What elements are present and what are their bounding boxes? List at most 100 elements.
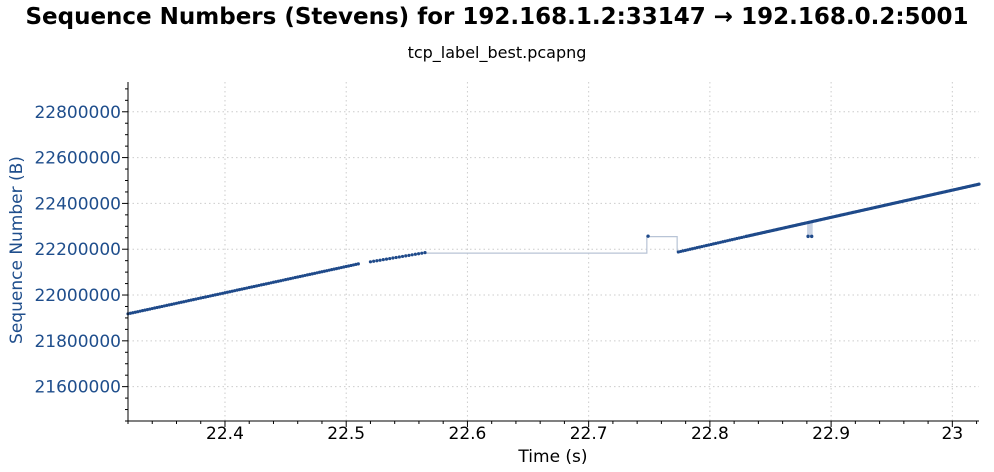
data-point (400, 254, 405, 259)
data-point (388, 256, 392, 261)
data-point (372, 259, 376, 263)
data-point (138, 309, 142, 313)
data-point (330, 268, 334, 272)
data-point (165, 303, 169, 307)
data-point (189, 298, 193, 302)
data-point (172, 302, 176, 306)
y-tick-label: 22600000 (34, 149, 121, 169)
data-point (303, 273, 307, 278)
x-tick-label: 22.6 (449, 424, 487, 444)
data-point (245, 286, 249, 290)
x-tick-label: 22.5 (327, 424, 365, 444)
data-point (404, 254, 408, 258)
data-point (416, 252, 421, 256)
y-tick-label: 22400000 (34, 194, 121, 214)
data-point (237, 288, 242, 292)
data-point (250, 285, 254, 289)
data-point (177, 301, 181, 305)
data-point (344, 264, 348, 269)
data-point (308, 272, 312, 276)
data-point (136, 310, 140, 314)
data-point (320, 270, 324, 274)
data-point (296, 275, 300, 279)
data-point (213, 293, 217, 297)
data-point (271, 280, 276, 284)
data-point (252, 284, 256, 289)
data-point (150, 306, 154, 311)
data-point (375, 259, 379, 263)
data-point (384, 257, 389, 261)
x-tick-label: 23 (942, 424, 964, 444)
data-point (269, 281, 273, 285)
data-point (288, 276, 293, 281)
data-point (317, 270, 322, 274)
y-tick-label: 22200000 (34, 240, 121, 260)
retransmission-marker (807, 222, 813, 237)
data-point (196, 296, 200, 301)
data-point (368, 260, 373, 264)
data-point (423, 251, 427, 255)
data-point (155, 305, 159, 310)
data-point (128, 311, 133, 315)
data-point (203, 295, 208, 299)
data-point (179, 300, 183, 304)
y-tick-label: 21600000 (34, 378, 121, 398)
x-tick-label: 22.7 (570, 424, 608, 444)
data-point (420, 251, 424, 255)
data-point (293, 275, 297, 280)
data-point (806, 234, 810, 239)
data-point (337, 266, 341, 270)
grid (128, 82, 979, 421)
data-point (283, 278, 288, 282)
data-point (356, 262, 360, 266)
x-tick-label: 22.4 (206, 424, 244, 444)
data-point (218, 292, 222, 296)
data-point (391, 256, 395, 260)
data-point (170, 302, 174, 306)
data-point (378, 258, 382, 262)
data-points (126, 182, 981, 316)
x-tick-label: 22.8 (691, 424, 729, 444)
data-point (257, 283, 261, 288)
data-point (143, 308, 147, 312)
data-point (354, 262, 358, 266)
data-point (349, 263, 353, 268)
data-point (327, 268, 331, 272)
data-point (157, 305, 162, 309)
data-point (187, 299, 191, 303)
data-point (281, 278, 285, 282)
x-tick-label: 22.9 (812, 424, 850, 444)
data-point (145, 307, 149, 312)
y-axis-label: Sequence Number (B) (7, 156, 27, 344)
data-point (322, 269, 326, 273)
data-point (298, 274, 302, 279)
data-point (206, 294, 210, 299)
data-point (254, 284, 259, 288)
data-point (810, 234, 814, 239)
data-point (208, 294, 213, 298)
data-point (351, 263, 356, 267)
data-point (286, 277, 290, 281)
data-point (242, 286, 246, 291)
data-point (305, 273, 310, 277)
data-point (397, 255, 401, 259)
data-point (347, 264, 351, 268)
data-point (162, 304, 166, 308)
data-point (131, 311, 135, 315)
data-point (262, 282, 266, 286)
data-point (184, 299, 188, 303)
data-point (223, 291, 227, 295)
y-tick-label: 22000000 (34, 286, 121, 306)
data-point (233, 289, 237, 293)
chart-subtitle: tcp_label_best.pcapng (407, 43, 587, 62)
x-axis-label: Time (s) (517, 447, 587, 467)
ack-step-line (425, 236, 678, 254)
data-point (220, 291, 225, 295)
data-point (977, 182, 981, 186)
data-point (313, 271, 317, 275)
data-point (339, 265, 343, 270)
data-point (174, 301, 179, 305)
data-point (407, 253, 411, 257)
data-point (259, 283, 263, 287)
y-tick-label: 21800000 (34, 332, 121, 352)
